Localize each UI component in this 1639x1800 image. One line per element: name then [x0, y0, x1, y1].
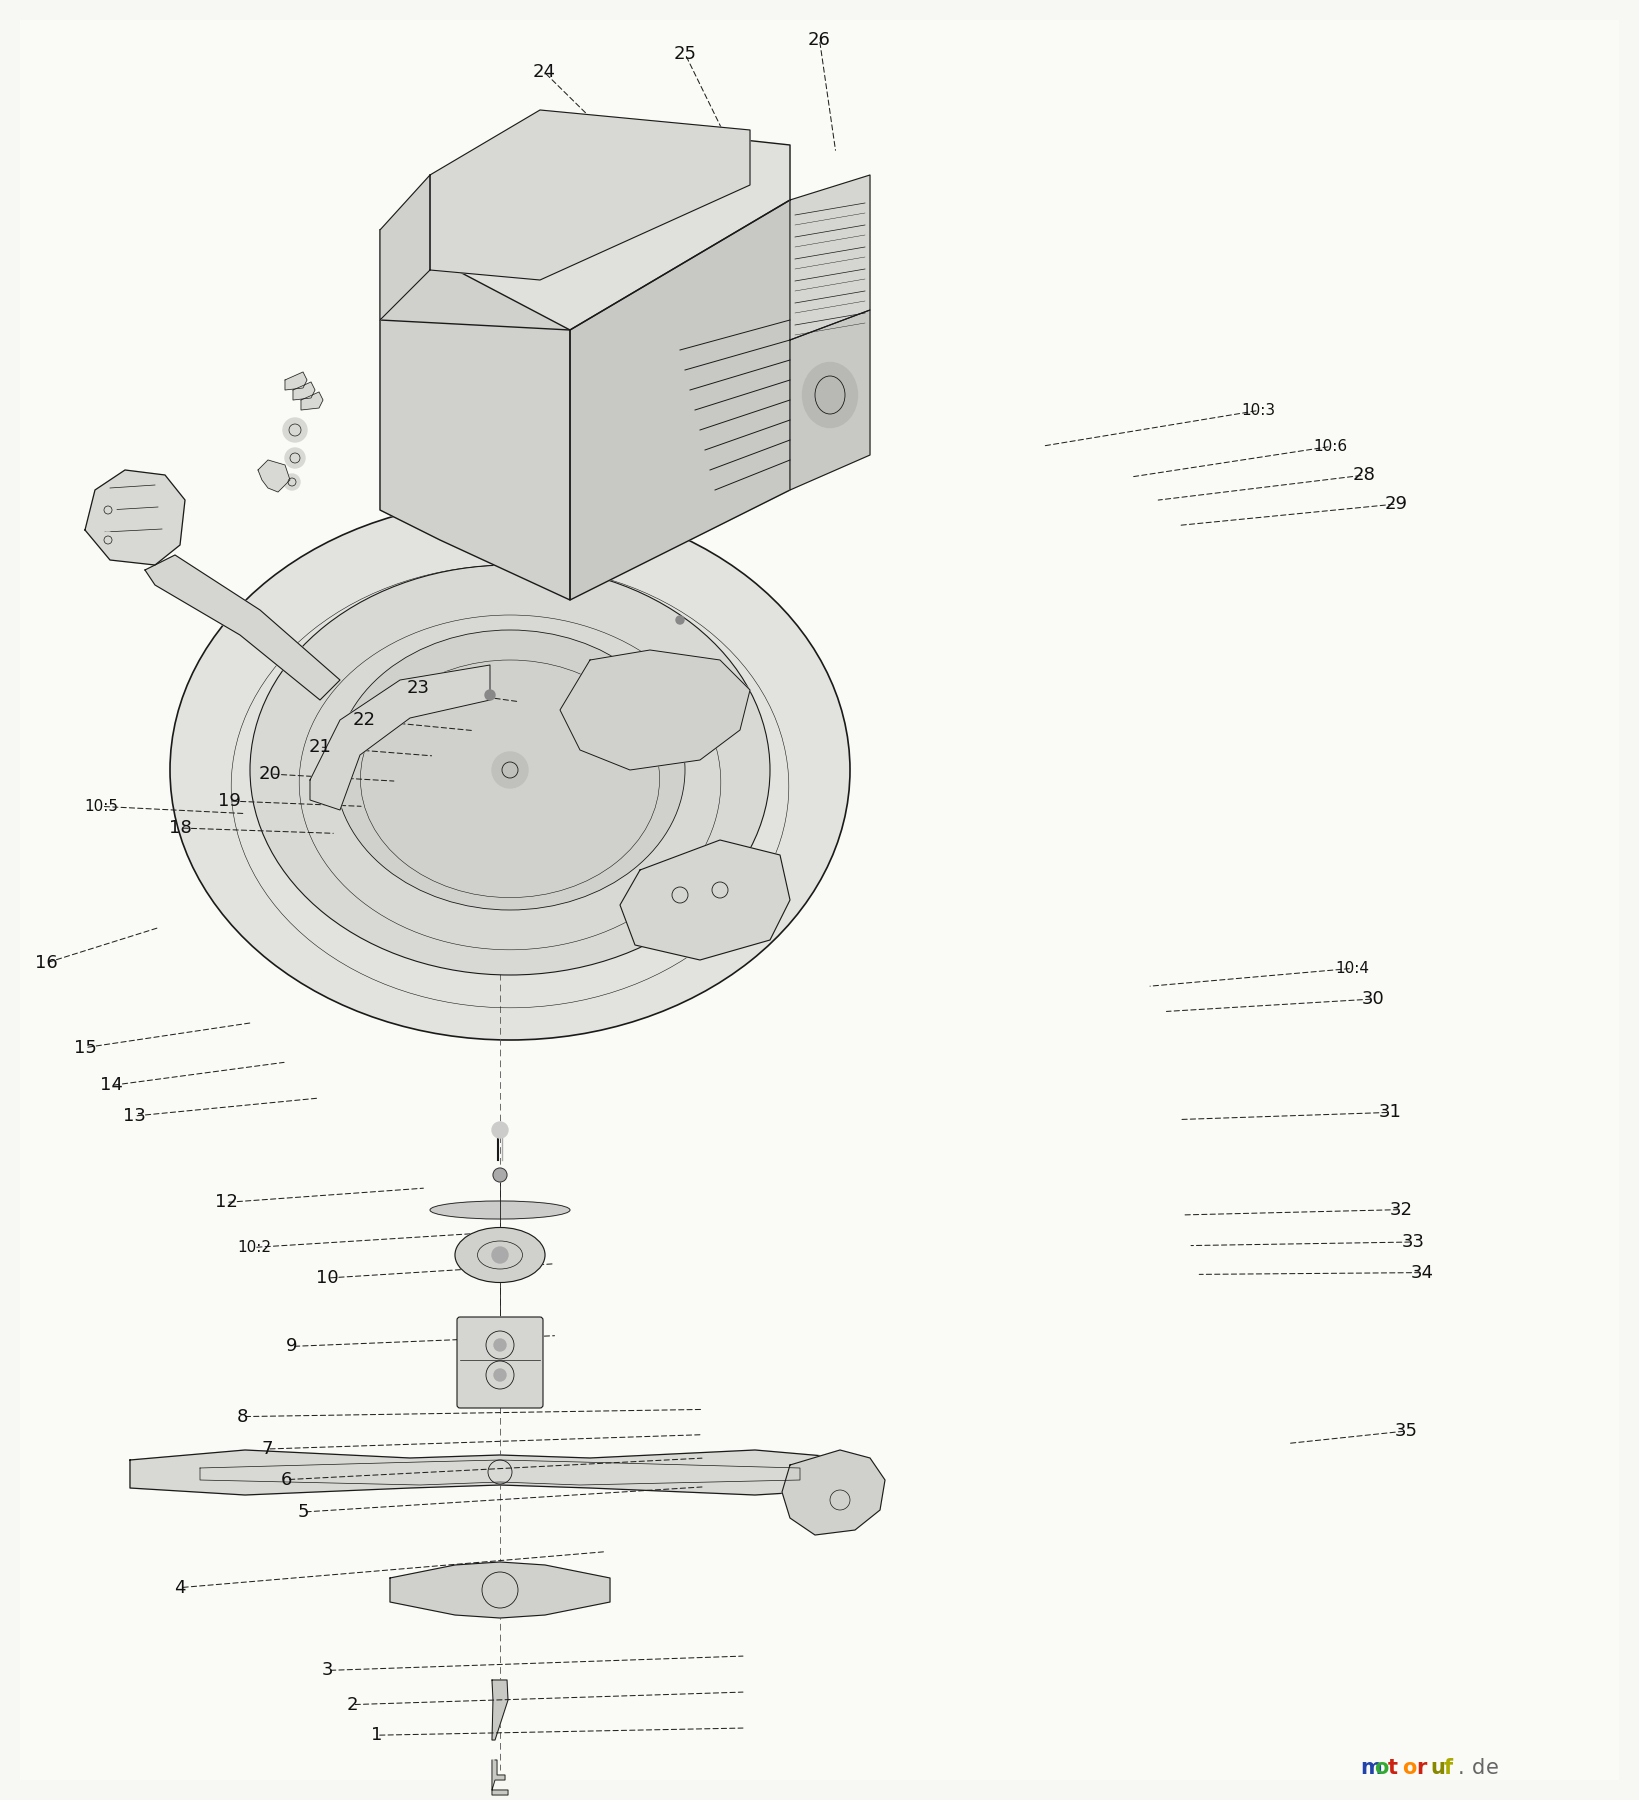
Text: 6: 6 [282, 1471, 292, 1489]
Text: 10: 10 [316, 1269, 339, 1287]
Text: 22: 22 [352, 711, 375, 729]
Text: 26: 26 [808, 31, 831, 49]
Text: 10:3: 10:3 [1242, 403, 1275, 418]
Text: 2: 2 [346, 1696, 359, 1714]
Text: 10:4: 10:4 [1336, 961, 1369, 976]
Polygon shape [570, 200, 790, 599]
Polygon shape [782, 1451, 885, 1535]
Polygon shape [620, 841, 790, 959]
Circle shape [485, 689, 495, 700]
Text: 33: 33 [1401, 1233, 1424, 1251]
Text: m: m [1360, 1759, 1382, 1778]
Ellipse shape [170, 500, 851, 1040]
Polygon shape [380, 121, 790, 329]
Polygon shape [790, 310, 870, 490]
Ellipse shape [334, 630, 685, 911]
Text: 18: 18 [169, 819, 192, 837]
Text: 19: 19 [218, 792, 241, 810]
Text: o: o [1373, 1759, 1388, 1778]
Text: 9: 9 [285, 1337, 298, 1355]
Text: 31: 31 [1378, 1103, 1401, 1121]
FancyBboxPatch shape [457, 1318, 543, 1408]
Text: 23: 23 [406, 679, 429, 697]
Text: 7: 7 [261, 1440, 274, 1458]
Text: e: e [1487, 1759, 1500, 1778]
Ellipse shape [429, 1201, 570, 1219]
Text: 32: 32 [1390, 1201, 1413, 1219]
Text: 30: 30 [1362, 990, 1385, 1008]
Polygon shape [310, 664, 490, 810]
Polygon shape [257, 461, 290, 491]
Text: 1: 1 [372, 1726, 382, 1744]
Text: 25: 25 [674, 45, 697, 63]
Ellipse shape [456, 1228, 546, 1282]
Circle shape [284, 418, 306, 443]
Text: 35: 35 [1395, 1422, 1418, 1440]
Polygon shape [293, 382, 315, 400]
Polygon shape [144, 554, 339, 700]
Text: d: d [1472, 1759, 1485, 1778]
Polygon shape [492, 1760, 508, 1795]
Text: r: r [1416, 1759, 1426, 1778]
Polygon shape [429, 110, 751, 281]
Circle shape [100, 533, 116, 547]
Ellipse shape [803, 362, 857, 428]
Text: o: o [1401, 1759, 1416, 1778]
Text: 14: 14 [100, 1076, 123, 1094]
Circle shape [285, 448, 305, 468]
Circle shape [675, 616, 683, 625]
Text: 5: 5 [297, 1503, 310, 1521]
Text: 13: 13 [123, 1107, 146, 1125]
Circle shape [493, 1339, 506, 1352]
Text: 4: 4 [174, 1579, 187, 1597]
Text: u: u [1429, 1759, 1446, 1778]
Circle shape [492, 1247, 508, 1264]
Text: 3: 3 [321, 1661, 334, 1679]
Text: 34: 34 [1411, 1264, 1434, 1282]
Text: 28: 28 [1352, 466, 1375, 484]
Text: 12: 12 [215, 1193, 238, 1211]
Circle shape [493, 1168, 506, 1183]
Text: 8: 8 [238, 1408, 247, 1426]
Polygon shape [380, 175, 429, 320]
Text: 10:2: 10:2 [238, 1240, 270, 1255]
Polygon shape [302, 392, 323, 410]
Text: .: . [1459, 1759, 1465, 1778]
Text: 24: 24 [533, 63, 556, 81]
Circle shape [100, 502, 116, 518]
Text: 21: 21 [308, 738, 331, 756]
Polygon shape [561, 650, 751, 770]
Text: 20: 20 [259, 765, 282, 783]
Text: t: t [1388, 1759, 1398, 1778]
Text: f: f [1444, 1759, 1454, 1778]
Polygon shape [790, 175, 870, 340]
Polygon shape [492, 1679, 508, 1741]
Text: 10:5: 10:5 [85, 799, 118, 814]
Text: 16: 16 [34, 954, 57, 972]
Circle shape [492, 1121, 508, 1138]
Polygon shape [380, 230, 570, 599]
Circle shape [492, 752, 528, 788]
Polygon shape [129, 1451, 870, 1496]
Text: 29: 29 [1385, 495, 1408, 513]
Text: 10:6: 10:6 [1314, 439, 1347, 454]
Text: 15: 15 [74, 1039, 97, 1057]
Circle shape [493, 1370, 506, 1381]
Polygon shape [85, 470, 185, 565]
Ellipse shape [251, 565, 770, 976]
Circle shape [284, 473, 300, 490]
Polygon shape [285, 373, 306, 391]
Polygon shape [390, 1562, 610, 1618]
